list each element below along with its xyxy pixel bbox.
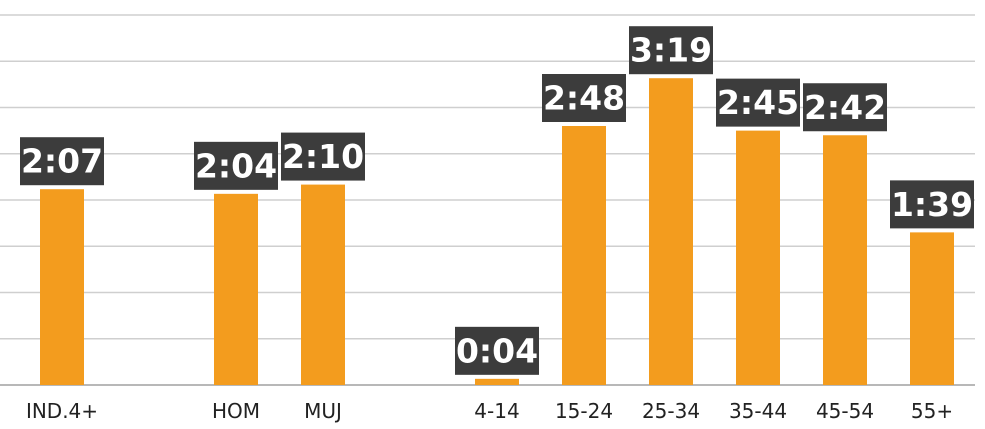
- x-axis-tick-labels: IND.4+ HOM MUJ 4-14 15-24 25-34 35-44 45-54 55+: [26, 399, 953, 423]
- data-label-text: 2:04: [195, 146, 277, 185]
- bar: [736, 130, 780, 385]
- bar: [475, 378, 519, 385]
- x-tick-label: 35-44: [729, 399, 787, 423]
- data-label-box: [542, 74, 626, 122]
- x-tick-label: 4-14: [474, 399, 519, 423]
- x-tick-label: 55+: [911, 399, 953, 423]
- x-tick-label: MUJ: [304, 399, 342, 423]
- bar: [823, 135, 867, 385]
- data-label: 2:48: [542, 74, 626, 122]
- bar: [562, 126, 606, 385]
- data-label-text: 2:07: [21, 142, 103, 181]
- data-label-text: 2:42: [804, 88, 886, 127]
- bar: [910, 232, 954, 385]
- data-label: 2:04: [194, 141, 278, 190]
- data-labels: 2:07 2:04 2:10 0:04 2:483:192:45 2:42 1:39: [20, 26, 974, 375]
- data-label: 2:10: [281, 132, 365, 181]
- data-label: 2:07: [20, 137, 104, 186]
- data-label-text: 3:19: [630, 31, 712, 70]
- data-label: 3:19: [629, 26, 713, 75]
- data-label: 2:45: [716, 78, 800, 127]
- x-tick-label: IND.4+: [26, 399, 98, 423]
- data-label-text: 2:10: [282, 137, 364, 176]
- data-label-box: [20, 137, 104, 186]
- data-label-box: [194, 141, 278, 190]
- data-label: 1:39: [890, 180, 974, 229]
- data-label-text: 0:04: [456, 331, 538, 370]
- grid: [0, 14, 975, 386]
- bar: [214, 193, 258, 385]
- data-label-box: [281, 132, 365, 181]
- bar: [301, 184, 345, 385]
- x-tick-label: 15-24: [555, 399, 613, 423]
- bar: [649, 78, 693, 385]
- data-label-text: 1:39: [891, 185, 973, 224]
- bar: [40, 189, 84, 385]
- data-label-text: 2:48: [543, 79, 625, 118]
- data-label-box: [890, 180, 974, 229]
- data-label-box: [716, 78, 800, 127]
- data-label: 0:04: [455, 326, 539, 375]
- data-label: 2:42: [803, 83, 887, 132]
- bars: [40, 78, 954, 385]
- x-tick-label: 45-54: [816, 399, 874, 423]
- data-label-box: [455, 326, 539, 375]
- data-label-box: [803, 83, 887, 132]
- x-tick-label: HOM: [212, 399, 260, 423]
- data-label-text: 2:45: [717, 83, 799, 122]
- data-label-box: [629, 26, 713, 75]
- x-tick-label: 25-34: [642, 399, 700, 423]
